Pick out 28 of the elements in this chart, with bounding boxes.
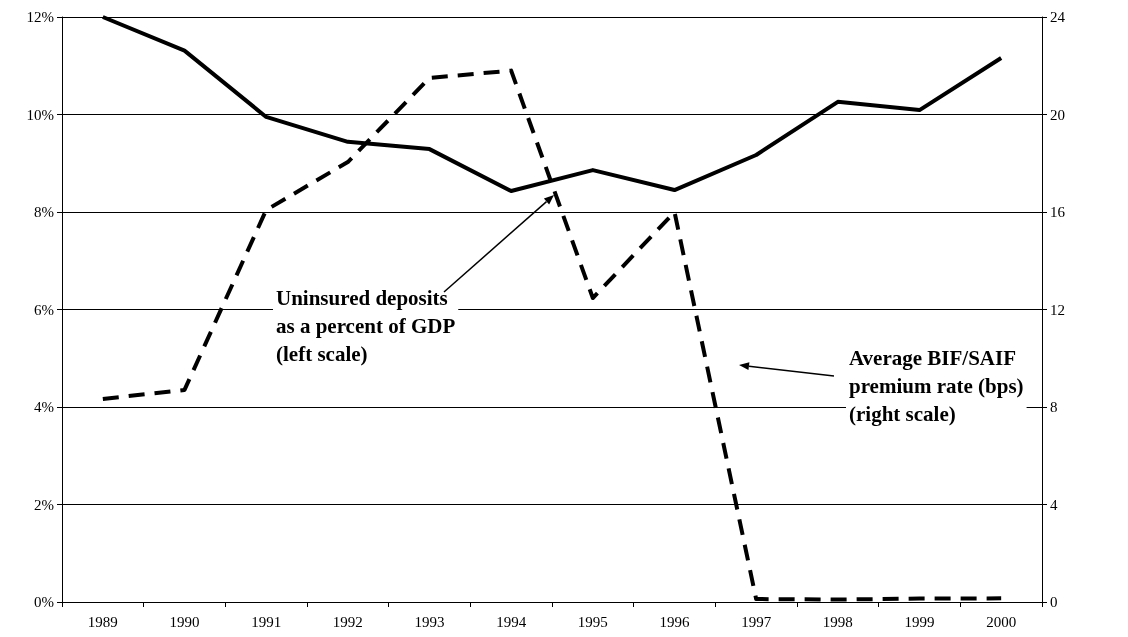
- x-tick-label: 1996: [659, 613, 690, 630]
- y-tick-label: 2%: [34, 496, 54, 513]
- y-tick-label: 6%: [34, 301, 54, 318]
- y-tick-label: 12%: [26, 9, 54, 25]
- x-tick-label: 1990: [169, 613, 200, 630]
- x-tick-label: 1995: [577, 613, 608, 630]
- annotation: Average BIF/SAIF premium rate (bps) (right scale): [849, 346, 1024, 426]
- y-tick-label: 8%: [34, 204, 54, 220]
- y2-tick-label: 4: [1050, 496, 1058, 513]
- x-tick-label: 1994: [496, 613, 527, 630]
- y-tick-label: 4%: [34, 399, 54, 415]
- x-tick-label: 1992: [332, 613, 363, 630]
- y2-tick-label: 20: [1050, 106, 1065, 123]
- y2-tick-label: 8: [1050, 399, 1058, 415]
- annotation: Uninsured deposits as a percent of GDP (left scale): [276, 286, 456, 366]
- x-tick-label: 1993: [414, 613, 445, 630]
- x-tick-label: 1999: [904, 613, 935, 630]
- x-tick-label: 2000: [986, 613, 1017, 630]
- y2-tick-label: 24: [1050, 9, 1066, 25]
- y2-tick-label: 0: [1050, 594, 1058, 610]
- x-tick-label: 1998: [822, 613, 853, 630]
- y-tick-label: 0%: [34, 594, 54, 610]
- x-tick-label: 1991: [251, 613, 282, 630]
- y2-tick-label: 12: [1050, 301, 1065, 318]
- y2-tick-label: 16: [1050, 204, 1066, 220]
- x-tick-label: 1997: [741, 613, 772, 630]
- y-tick-label: 10%: [26, 106, 54, 123]
- x-tick-label: 1989: [87, 613, 118, 630]
